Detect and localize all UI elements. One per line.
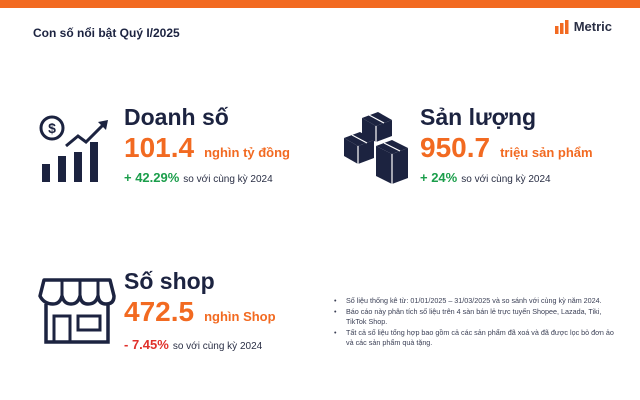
volume-value-row: 950.7 triệu sản phẩm [420,132,593,164]
volume-change-row: + 24% so với cùng kỳ 2024 [420,170,551,185]
shops-value-row: 472.5 nghìn Shop [124,296,276,328]
shops-unit: nghìn Shop [204,309,276,324]
revenue-value-row: 101.4 nghìn tỷ đồng [124,132,290,164]
page-title: Con số nổi bật Quý I/2025 [33,26,180,40]
revenue-value: 101.4 [124,132,195,163]
footnote-item: Báo cáo này phân tích số liệu trên 4 sàn… [332,307,622,328]
shops-change: - 7.45% [124,337,169,352]
shops-change-text: so với cùng kỳ 2024 [172,341,263,352]
bar-chart-icon [554,19,569,34]
footnote-item: Tất cả số liệu tổng hợp bao gồm cả các s… [332,328,622,349]
revenue-unit: nghìn tỷ đồng [204,145,290,160]
footnote-item: Số liệu thống kê từ: 01/01/2025 – 31/03/… [332,296,622,307]
volume-change-text: so với cùng kỳ 2024 [461,174,551,185]
storefront-icon [38,278,116,344]
revenue-change-row: + 42.29% so với cùng kỳ 2024 [124,170,273,185]
shops-title: Số shop [124,268,215,294]
volume-value: 950.7 [420,132,491,163]
volume-unit: triệu sản phẩm [500,145,593,160]
top-accent-bar [0,0,640,8]
revenue-change: + 42.29% [124,170,180,185]
svg-text:$: $ [48,120,56,136]
shops-change-row: - 7.45% so với cùng kỳ 2024 [124,337,262,352]
boxes-icon [344,112,408,184]
brand-logo: Metric [554,19,612,34]
revenue-growth-icon: $ [39,115,108,182]
footnotes: Số liệu thống kê từ: 01/01/2025 – 31/03/… [332,296,622,349]
brand-name: Metric [573,19,612,34]
volume-title: Sản lượng [420,104,537,130]
shops-value: 472.5 [124,296,195,327]
revenue-change-text: so với cùng kỳ 2024 [183,174,273,185]
revenue-title: Doanh số [124,104,229,130]
volume-change: + 24% [420,170,458,185]
